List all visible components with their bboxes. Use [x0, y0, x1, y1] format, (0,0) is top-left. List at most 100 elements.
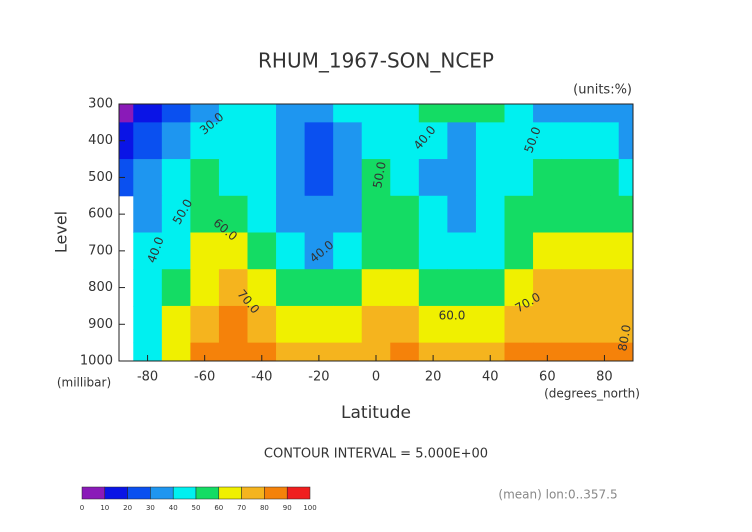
field-cell [304, 342, 334, 361]
field-cell [304, 159, 334, 197]
field-cell [361, 269, 391, 307]
field-cell [218, 305, 248, 344]
field-cell [590, 195, 620, 233]
y-tick-label: 900 [88, 317, 113, 332]
field-cell [333, 305, 363, 344]
field-cell [304, 195, 334, 233]
field-cell [276, 122, 306, 160]
field-cell [218, 269, 248, 307]
field-cell [418, 104, 448, 123]
field-cell [618, 122, 633, 160]
colorbar-label: 0 [80, 504, 84, 512]
field-cell [390, 159, 420, 197]
field-cell [390, 269, 420, 307]
field-cell [304, 104, 334, 123]
field-cell [504, 159, 534, 197]
field-cell [618, 305, 633, 344]
field-cell [475, 195, 505, 233]
field-cell [247, 159, 277, 197]
x-tick-label: -80 [137, 370, 158, 385]
field-cell [333, 232, 363, 270]
y-axis-label: Level [52, 211, 71, 253]
x-tick-label: 40 [482, 370, 499, 385]
field-cell [304, 122, 334, 160]
field-cell [361, 104, 391, 123]
field-cell [161, 122, 191, 160]
field-cell [618, 104, 633, 123]
field-cell [276, 195, 306, 233]
field-cell [504, 232, 534, 270]
colorbar-label: 40 [169, 504, 178, 512]
x-tick-label: -60 [194, 370, 215, 385]
field-cell [361, 159, 391, 197]
field-cell [533, 104, 563, 123]
field-cell [133, 305, 163, 344]
field-cell [161, 232, 191, 270]
field-cell [447, 305, 477, 344]
field-cell [361, 195, 391, 233]
field-cell [333, 159, 363, 197]
field-cell [190, 122, 220, 160]
field-cell [190, 305, 220, 344]
y-unit-label: (millibar) [57, 376, 111, 390]
field-cell [618, 232, 633, 270]
field-cell [247, 269, 277, 307]
field-cell [475, 159, 505, 197]
field-cell [133, 159, 163, 197]
field-cell [218, 342, 248, 361]
x-unit-label: (degrees_north) [544, 387, 640, 401]
field-cell [133, 104, 163, 123]
field [119, 104, 633, 361]
colorbar-label: 20 [123, 504, 132, 512]
field-cell [304, 232, 334, 270]
field-cell [475, 104, 505, 123]
field-cell [447, 195, 477, 233]
field-cell [447, 122, 477, 160]
field-cell [590, 342, 620, 361]
field-cell [161, 342, 191, 361]
field-cell [561, 342, 591, 361]
field-cell [361, 232, 391, 270]
field-cell [618, 269, 633, 307]
field-cell [304, 269, 334, 307]
field-cell [561, 104, 591, 123]
field-cell [447, 232, 477, 270]
units-label: (units:%) [573, 83, 632, 98]
field-cell [161, 269, 191, 307]
field-cell [361, 305, 391, 344]
field-cell [333, 195, 363, 233]
field-cell [418, 159, 448, 197]
field-cell [276, 269, 306, 307]
field-cell [561, 122, 591, 160]
colorbar-swatch [264, 486, 288, 500]
y-tick-label: 500 [88, 170, 113, 185]
colorbar-label: 80 [260, 504, 269, 512]
field-cell [590, 269, 620, 307]
x-tick-label: 60 [539, 370, 556, 385]
colorbar-label: 70 [237, 504, 246, 512]
field-cell [504, 305, 534, 344]
field-cell [504, 342, 534, 361]
field-cell [133, 122, 163, 160]
field-cell [333, 122, 363, 160]
field-cell [447, 269, 477, 307]
colorbar-label: 10 [100, 504, 109, 512]
field-cell [218, 104, 248, 123]
colorbar-label: 60 [214, 504, 223, 512]
field-cell [561, 269, 591, 307]
field-cell [119, 159, 134, 197]
y-tick-label: 800 [88, 280, 113, 295]
contour-interval: CONTOUR INTERVAL = 5.000E+00 [264, 447, 488, 462]
field-cell [390, 104, 420, 123]
field-cell [247, 195, 277, 233]
field-cell [190, 104, 220, 123]
x-tick-label: 0 [372, 370, 380, 385]
field-cell [447, 342, 477, 361]
field-cell [247, 342, 277, 361]
colorbar-swatch [195, 486, 220, 500]
y-tick-label: 300 [88, 97, 113, 112]
field-cell [418, 269, 448, 307]
field-cell [190, 232, 220, 270]
field-cell [390, 305, 420, 344]
